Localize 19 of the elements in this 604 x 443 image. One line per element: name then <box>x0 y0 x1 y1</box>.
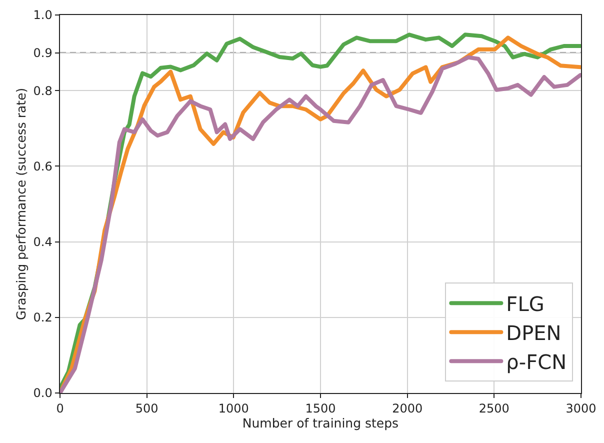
x-axis-title: Number of training steps <box>242 416 399 431</box>
legend-label: ρ-FCN <box>506 350 567 374</box>
y-tick-label: 0.4 <box>33 235 52 249</box>
y-tick-label: 1.0 <box>33 8 52 22</box>
x-tick-label: 1000 <box>218 402 249 416</box>
y-tick-label: 0.9 <box>33 46 52 60</box>
legend-label: DPEN <box>506 320 562 345</box>
x-tick-label: 500 <box>135 402 158 416</box>
x-tick-label: 0 <box>56 402 64 416</box>
x-tick-label: 2000 <box>392 402 423 416</box>
y-tick-label: 0.8 <box>33 84 52 98</box>
x-tick-label: 2500 <box>478 402 510 416</box>
x-tick-label: 3000 <box>566 402 596 416</box>
y-tick-label: 0.0 <box>33 386 52 400</box>
y-tick-label: 0.6 <box>33 159 52 174</box>
y-tick-label: 0.2 <box>33 310 52 325</box>
y-axis-title: Grasping performance (success rate) <box>14 88 29 320</box>
x-tick-label: 1500 <box>305 402 336 416</box>
legend-label: FLG <box>506 292 544 316</box>
